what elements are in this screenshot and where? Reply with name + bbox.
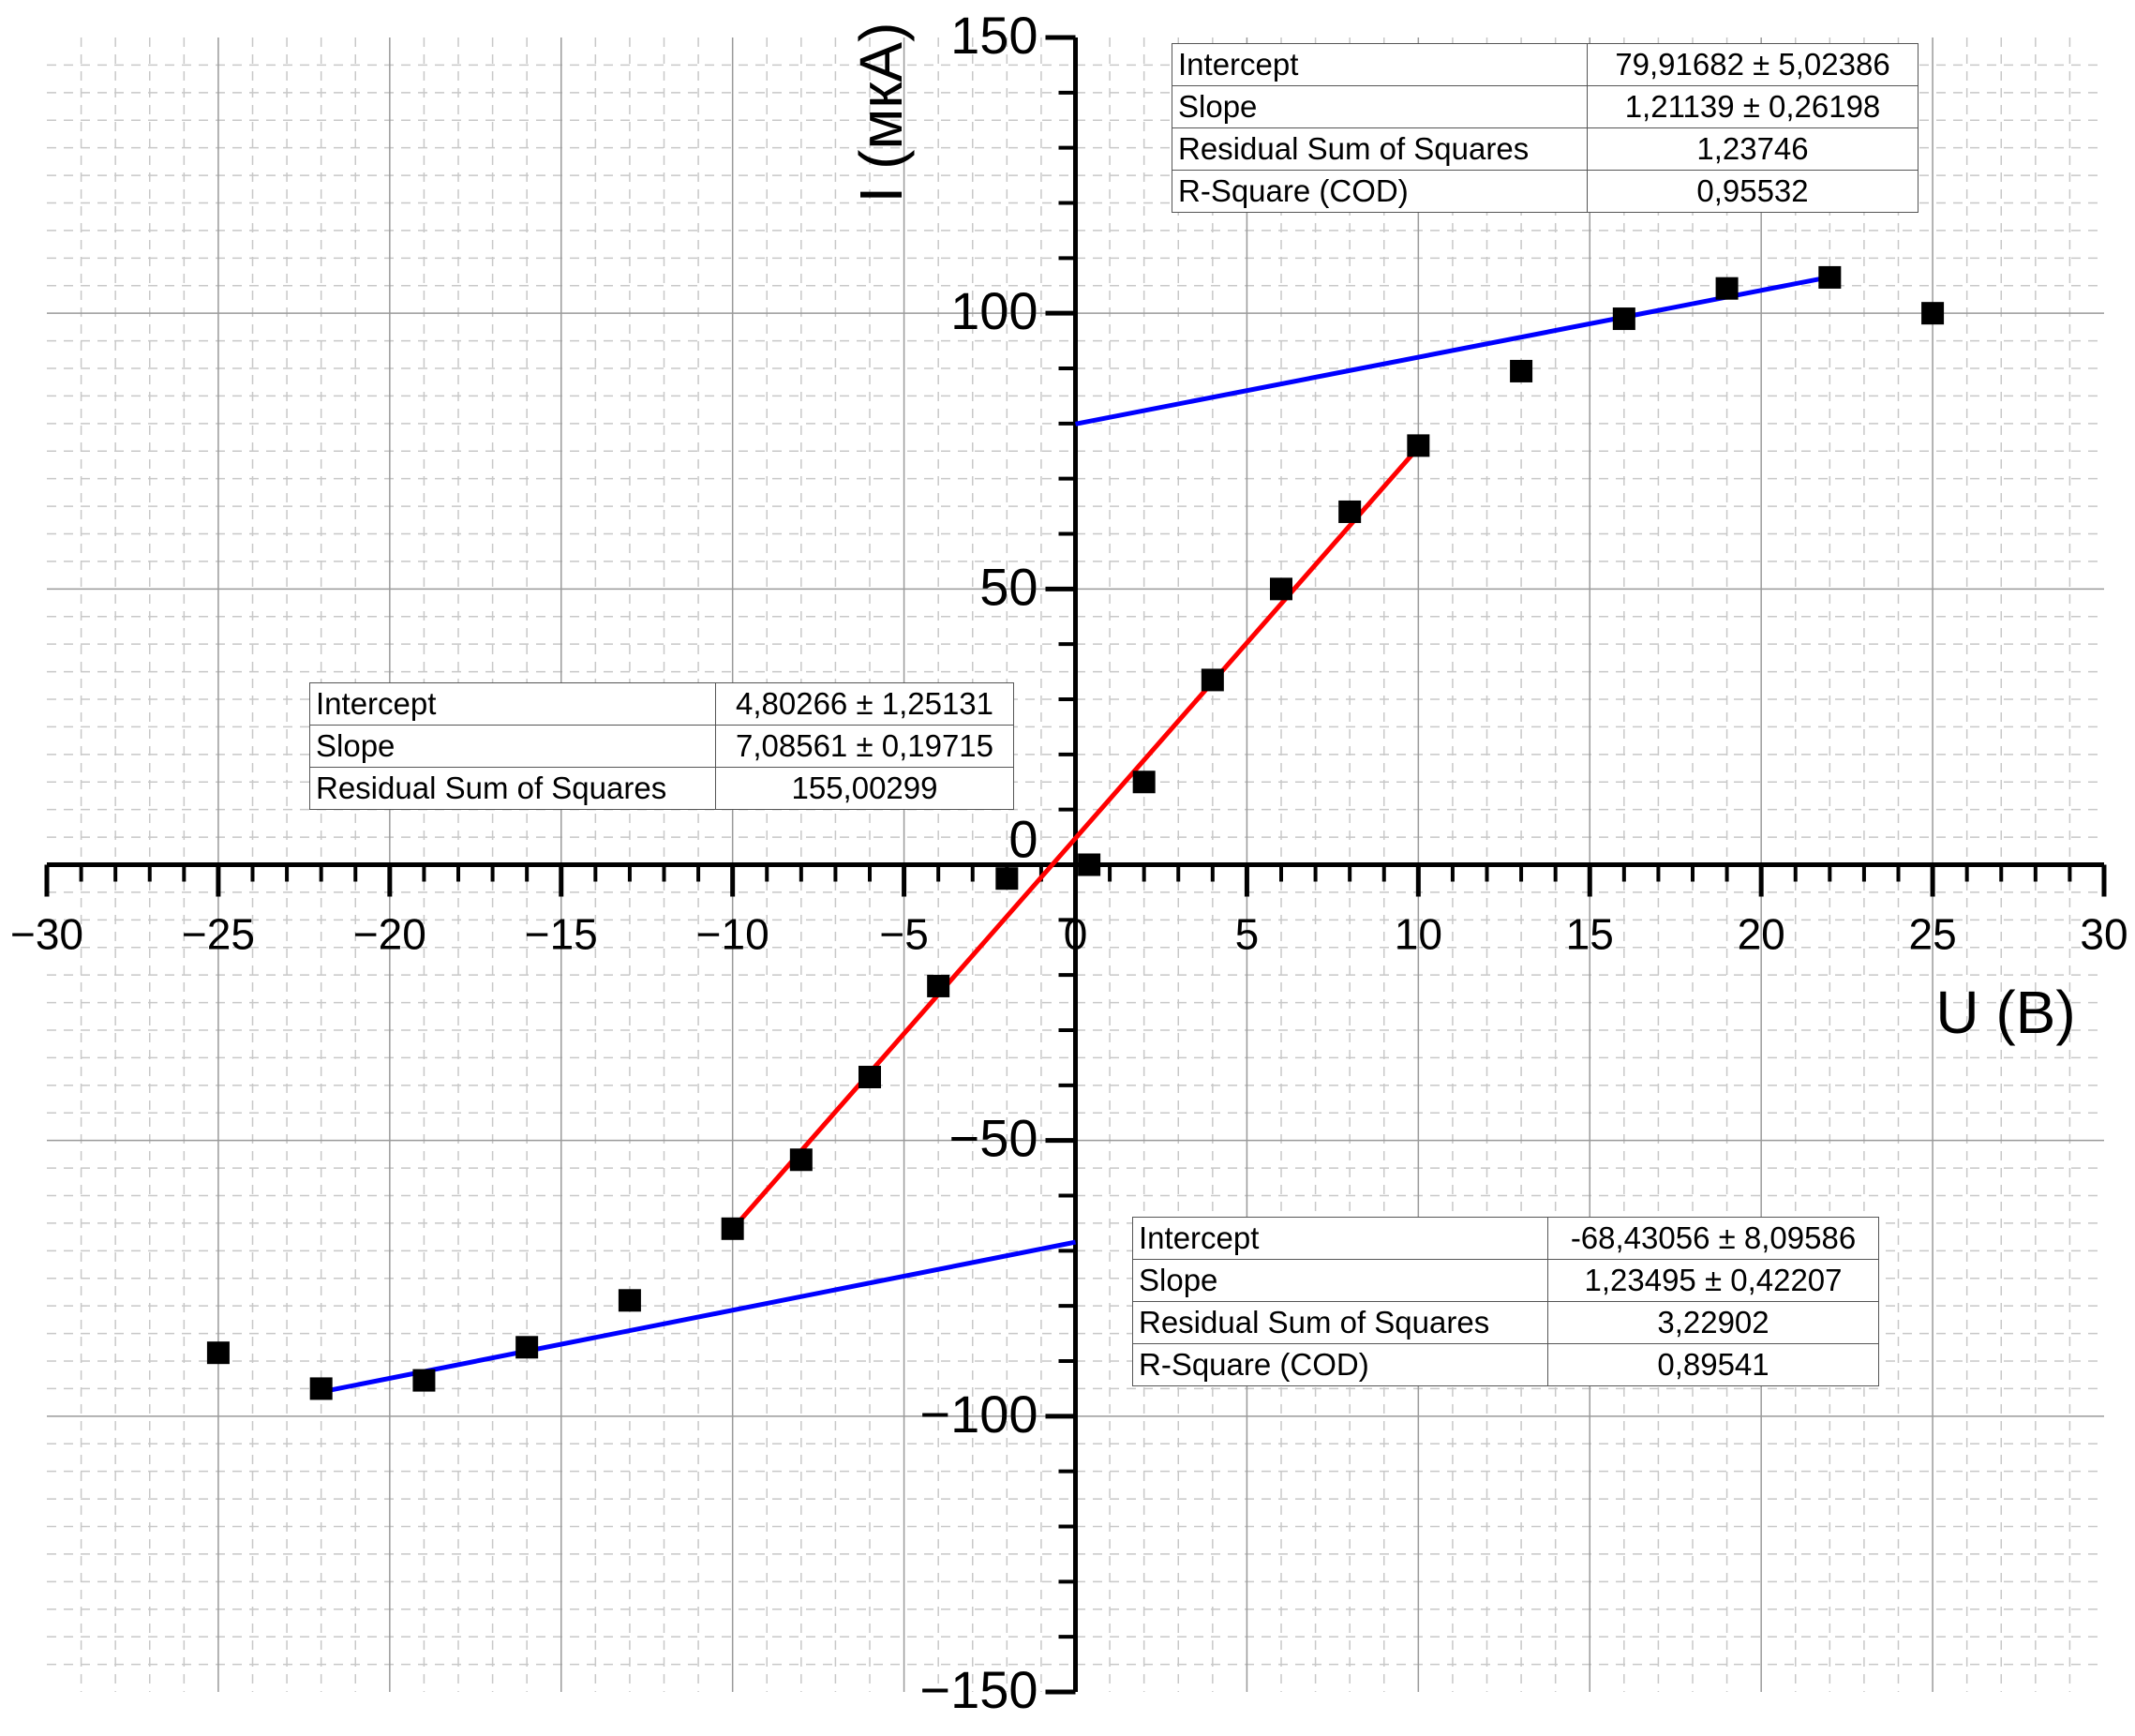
table-row-value: 4,80266 ± 1,25131 [715, 682, 1014, 726]
y-tick-label: −50 [949, 1109, 1038, 1168]
x-tick-label: −10 [696, 910, 769, 959]
x-tick-label: 15 [1566, 910, 1614, 959]
fit-table-row: R-Square (COD) 0,89541 [1132, 1343, 1879, 1386]
table-row-value: 1,21139 ± 0,26198 [1587, 85, 1919, 128]
table-row-label: Residual Sum of Squares [1172, 127, 1588, 171]
x-tick-label: 30 [2080, 910, 2128, 959]
fit-lines [321, 275, 1830, 1395]
table-row-value: 3,22902 [1547, 1301, 1879, 1344]
data-point [412, 1369, 436, 1392]
table-row-value: 0,95532 [1587, 170, 1919, 213]
fit-table-row: Intercept -68,43056 ± 8,09586 [1132, 1217, 1879, 1260]
fit-table-row: Residual Sum of Squares 155,00299 [309, 767, 1014, 810]
table-row-label: R-Square (COD) [1172, 170, 1588, 213]
data-point [1270, 577, 1292, 601]
data-point [206, 1341, 230, 1365]
y-axis-label: I (мкА) [847, 22, 915, 203]
data-point [1818, 265, 1842, 289]
fit-table-row: R-Square (COD) 0,95532 [1172, 170, 1919, 213]
fit-table-lower-blue: Intercept -68,43056 ± 8,09586 Slope 1,23… [1132, 1217, 1879, 1386]
fit-line [730, 445, 1421, 1231]
y-tick-label: 50 [979, 557, 1038, 616]
fit-table-row: Residual Sum of Squares 1,23746 [1172, 127, 1919, 171]
y-tick-label: 150 [950, 6, 1038, 65]
data-point [721, 1217, 744, 1240]
table-row-label: Slope [1132, 1259, 1548, 1302]
x-tick-label: 25 [1908, 910, 1956, 959]
data-point [1612, 307, 1635, 331]
fit-table-row: Slope 1,23495 ± 0,42207 [1132, 1259, 1879, 1302]
fit-table-row: Residual Sum of Squares 3,22902 [1132, 1301, 1879, 1344]
table-row-value: 7,08561 ± 0,19715 [715, 725, 1014, 768]
x-tick-label: −15 [525, 910, 598, 959]
fit-line [321, 1239, 1076, 1395]
x-tick-label: −25 [182, 910, 255, 959]
axes [44, 35, 2107, 1695]
data-point [1201, 668, 1224, 692]
x-tick-label: −5 [879, 910, 928, 959]
table-row-value: 79,91682 ± 5,02386 [1587, 43, 1919, 86]
table-row-value: 1,23746 [1587, 127, 1919, 171]
data-point [1338, 500, 1362, 523]
y-tick-label: −150 [919, 1660, 1038, 1719]
y-tick-label: 0 [1008, 810, 1038, 869]
data-point [1921, 302, 1945, 325]
data-point [618, 1289, 641, 1312]
table-row-label: Intercept [1172, 43, 1588, 86]
x-tick-label: −20 [353, 910, 426, 959]
data-point [1078, 853, 1101, 876]
fit-table-row: Intercept 79,91682 ± 5,02386 [1172, 43, 1919, 86]
fit-table-row: Slope 7,08561 ± 0,19715 [309, 725, 1014, 768]
x-tick-label: 0 [1064, 910, 1088, 959]
data-point [789, 1148, 813, 1172]
tick-labels: −30 −25 −20 −15 −10 −5 0 5 10 15 20 25 30−150−100−50… [10, 6, 2128, 1719]
data-point [1407, 434, 1430, 457]
table-row-value: -68,43056 ± 8,09586 [1547, 1217, 1879, 1260]
data-point [858, 1066, 881, 1089]
table-row-label: Slope [309, 725, 716, 768]
x-axis-label: U (В) [1935, 979, 2075, 1046]
data-point [1715, 277, 1739, 300]
x-tick-label: 20 [1738, 910, 1785, 959]
data-points [206, 265, 1945, 1400]
fit-table-red: Intercept 4,80266 ± 1,25131 Slope 7,0856… [309, 682, 1014, 810]
fit-table-row: Intercept 4,80266 ± 1,25131 [309, 682, 1014, 726]
table-row-value: 155,00299 [715, 767, 1014, 810]
y-tick-label: 100 [950, 281, 1038, 340]
fit-table-upper-blue: Intercept 79,91682 ± 5,02386 Slope 1,211… [1172, 43, 1919, 213]
table-row-label: Residual Sum of Squares [1132, 1301, 1548, 1344]
data-point [515, 1336, 539, 1359]
table-row-value: 0,89541 [1547, 1343, 1879, 1386]
table-row-label: Residual Sum of Squares [309, 767, 716, 810]
table-row-label: Intercept [1132, 1217, 1548, 1260]
data-point [309, 1377, 333, 1400]
table-row-label: Slope [1172, 85, 1588, 128]
y-tick-label: −100 [919, 1384, 1038, 1444]
data-point [1132, 771, 1156, 794]
x-tick-label: −30 [10, 910, 83, 959]
x-tick-label: 5 [1235, 910, 1260, 959]
data-point [1510, 359, 1533, 382]
table-row-label: R-Square (COD) [1132, 1343, 1548, 1386]
fit-line [1075, 275, 1830, 427]
fit-table-row: Slope 1,21139 ± 0,26198 [1172, 85, 1919, 128]
data-point [927, 974, 950, 997]
table-row-value: 1,23495 ± 0,42207 [1547, 1259, 1879, 1302]
data-point [995, 867, 1019, 890]
x-tick-label: 10 [1395, 910, 1442, 959]
table-row-label: Intercept [309, 682, 716, 726]
